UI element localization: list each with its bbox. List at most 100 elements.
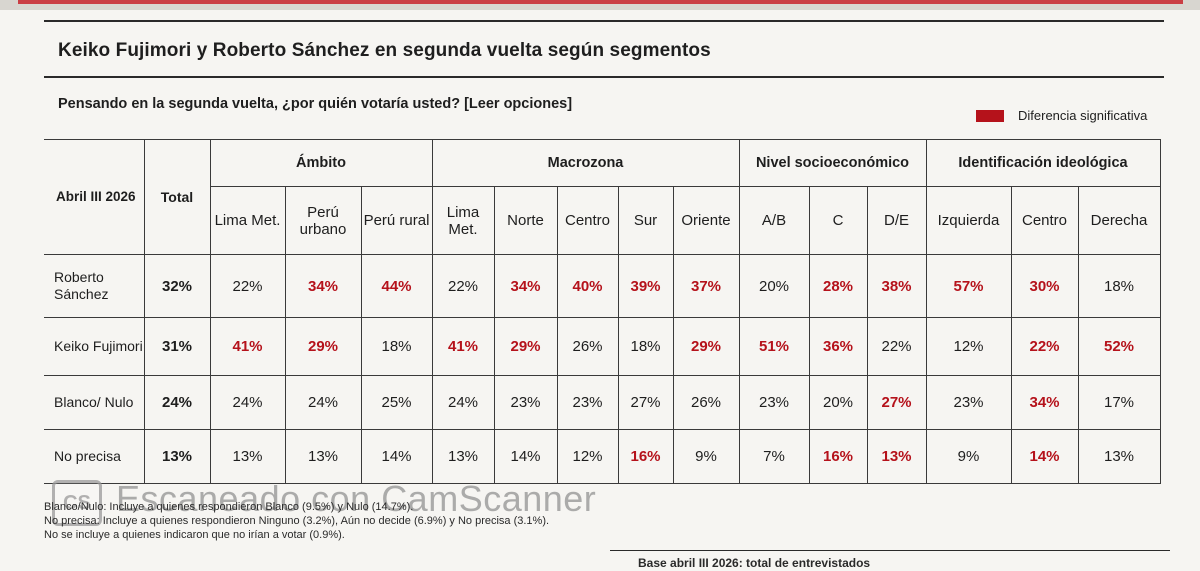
column-header: Derecha: [1077, 186, 1161, 255]
value-cell: 7%: [738, 429, 810, 484]
value-cell: 22%: [209, 254, 286, 318]
camscanner-logo-icon: CS: [52, 480, 102, 526]
value-cell: 18%: [1077, 254, 1161, 318]
row-label: Roberto Sánchez: [44, 254, 145, 318]
value-cell-significant: 34%: [284, 254, 362, 318]
value-cell: 12%: [925, 317, 1012, 376]
value-cell-significant: 13%: [866, 429, 927, 484]
value-cell-significant: 28%: [808, 254, 868, 318]
column-header: Lima Met.: [431, 186, 495, 255]
value-cell-significant: 29%: [493, 317, 558, 376]
table-row: Blanco/ Nulo 24% 24% 24% 25% 24% 23% 23% 27% 26% 2…: [44, 375, 1161, 430]
value-cell-significant: 51%: [738, 317, 810, 376]
value-cell: 9%: [672, 429, 740, 484]
value-cell: 20%: [738, 254, 810, 318]
value-cell: 18%: [617, 317, 674, 376]
value-cell-significant: 41%: [431, 317, 495, 376]
footnotes: Blanco/Nulo: Incluye a quienes respondie…: [44, 500, 549, 542]
value-cell-significant: 57%: [925, 254, 1012, 318]
value-cell-significant: 29%: [284, 317, 362, 376]
group-nse: Nivel socioeconómico: [738, 139, 927, 187]
results-table: Abril III 2026 Total Ámbito Macrozona Ni…: [44, 139, 1161, 484]
value-cell-significant: 44%: [360, 254, 433, 318]
row-label: Keiko Fujimori: [44, 317, 145, 376]
total-cell: 31%: [143, 317, 211, 376]
row-label: Blanco/ Nulo: [44, 375, 145, 430]
legend: Diferencia significativa: [976, 108, 1147, 123]
value-cell: 13%: [284, 429, 362, 484]
value-cell-significant: 14%: [1010, 429, 1079, 484]
value-cell-significant: 29%: [672, 317, 740, 376]
camscanner-watermark: Escaneado con CamScanner: [116, 478, 597, 519]
value-cell-significant: 52%: [1077, 317, 1161, 376]
value-cell-significant: 37%: [672, 254, 740, 318]
question-text: Pensando en la segunda vuelta, ¿por quié…: [58, 96, 573, 112]
value-cell-significant: 38%: [866, 254, 927, 318]
value-cell-significant: 34%: [493, 254, 558, 318]
value-cell: 22%: [431, 254, 495, 318]
table-row: Keiko Fujimori 31% 41% 29% 18% 41% 29% 26% 18% 29…: [44, 317, 1161, 376]
column-header: Centro: [556, 186, 619, 255]
document-title: Keiko Fujimori y Roberto Sánchez en segu…: [58, 40, 711, 61]
title-rule: [44, 76, 1164, 78]
column-header: Sur: [617, 186, 674, 255]
table-row: No precisa 13% 13% 13% 14% 13% 14% 12% 16% 9% 7% 16…: [44, 429, 1161, 484]
column-header: Perú rural: [360, 186, 433, 255]
legend-label: Diferencia significativa: [1018, 108, 1148, 123]
value-cell: 23%: [738, 375, 810, 430]
column-header-row: Lima Met. Perú urbano Perú rural Lima Met. N…: [44, 186, 1161, 255]
base-rule: [610, 550, 1170, 551]
value-cell: 23%: [556, 375, 619, 430]
red-top-stripe: [18, 0, 1183, 4]
group-header-row: Abril III 2026 Total Ámbito Macrozona Ni…: [44, 139, 1161, 255]
value-cell: 14%: [360, 429, 433, 484]
value-cell: 9%: [925, 429, 1012, 484]
column-header: A/B: [738, 186, 810, 255]
value-cell: 18%: [360, 317, 433, 376]
value-cell: 26%: [672, 375, 740, 430]
column-header: Lima Met.: [209, 186, 286, 255]
value-cell-significant: 30%: [1010, 254, 1079, 318]
value-cell-significant: 34%: [1010, 375, 1079, 430]
footnote: Blanco/Nulo: Incluye a quienes respondie…: [44, 501, 414, 513]
value-cell: 14%: [493, 429, 558, 484]
base-note: Base abril III 2026: total de entrevista…: [638, 556, 871, 570]
value-cell: 23%: [925, 375, 1012, 430]
value-cell-significant: 22%: [1010, 317, 1079, 376]
total-cell: 13%: [143, 429, 211, 484]
value-cell-significant: 36%: [808, 317, 868, 376]
value-cell-significant: 40%: [556, 254, 619, 318]
column-header: Oriente: [672, 186, 740, 255]
group-macrozona: Macrozona: [431, 139, 740, 187]
column-header: Perú urbano: [284, 186, 362, 255]
footnote: No precisa: Incluye a quienes respondier…: [44, 515, 550, 527]
total-cell: 24%: [143, 375, 211, 430]
column-header: Centro: [1010, 186, 1079, 255]
value-cell-significant: 27%: [866, 375, 927, 430]
value-cell-significant: 16%: [617, 429, 674, 484]
total-header: Total: [143, 139, 211, 255]
group-ideologia: Identificación ideológica: [925, 139, 1161, 187]
legend-swatch: [976, 109, 1004, 122]
column-header: D/E: [866, 186, 927, 255]
value-cell: 26%: [556, 317, 619, 376]
value-cell: 24%: [431, 375, 495, 430]
value-cell: 23%: [493, 375, 558, 430]
column-header: Izquierda: [925, 186, 1012, 255]
column-header: Norte: [493, 186, 558, 255]
footnote: No se incluye a quienes indicaron que no…: [44, 529, 345, 541]
table-body: Roberto Sánchez 32% 22% 34% 44% 22% 34% 40% 39% 3…: [44, 254, 1161, 484]
value-cell: 17%: [1077, 375, 1161, 430]
row-label: No precisa: [44, 429, 145, 484]
top-rule: [44, 20, 1164, 22]
value-cell: 20%: [808, 375, 868, 430]
value-cell: 12%: [556, 429, 619, 484]
value-cell: 13%: [209, 429, 286, 484]
corner-period: Abril III 2026: [44, 139, 145, 255]
value-cell: 22%: [866, 317, 927, 376]
column-header: C: [808, 186, 868, 255]
table-row: Roberto Sánchez 32% 22% 34% 44% 22% 34% 40% 39% 3…: [44, 254, 1161, 318]
value-cell-significant: 41%: [209, 317, 286, 376]
value-cell: 27%: [617, 375, 674, 430]
value-cell: 25%: [360, 375, 433, 430]
